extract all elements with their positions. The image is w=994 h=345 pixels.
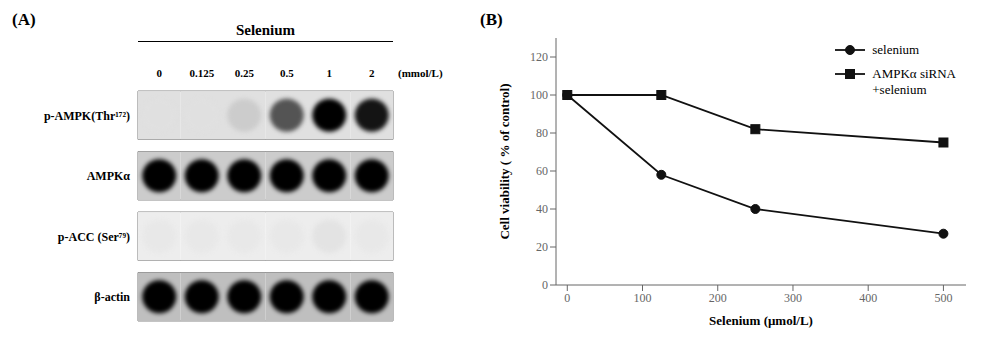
svg-text:120: 120 — [530, 50, 548, 64]
svg-text:1: 1 — [327, 67, 333, 79]
svg-text:20: 20 — [536, 240, 548, 254]
svg-text:Selenium (μmol/L): Selenium (μmol/L) — [709, 313, 813, 328]
svg-text:300: 300 — [784, 291, 802, 305]
svg-text:0: 0 — [542, 278, 548, 292]
svg-text:0.25: 0.25 — [235, 67, 255, 79]
svg-text:0: 0 — [564, 291, 570, 305]
svg-text:100: 100 — [530, 88, 548, 102]
svg-text:200: 200 — [709, 291, 727, 305]
svg-text:2: 2 — [369, 67, 375, 79]
svg-text:0.125: 0.125 — [189, 67, 214, 79]
svg-text:p-AMPK(Thr¹⁷²): p-AMPK(Thr¹⁷²) — [44, 109, 130, 123]
svg-text:AMPKα: AMPKα — [87, 169, 131, 183]
html-text:selenium: selenium — [872, 42, 920, 57]
html-text:(A): (A) — [12, 10, 36, 29]
svg-text:80: 80 — [536, 126, 548, 140]
svg-text:Cell viability ( % of control): Cell viability ( % of control) — [497, 83, 512, 239]
html-text:AMPKα siRNA +selenium: AMPKα siRNA +selenium — [872, 66, 956, 97]
svg-text:p-ACC (Ser⁷⁹): p-ACC (Ser⁷⁹) — [58, 230, 130, 244]
svg-text:0.5: 0.5 — [280, 67, 294, 79]
html-text:Selenium: Selenium — [235, 22, 296, 38]
svg-text:0: 0 — [157, 67, 163, 79]
svg-text:60: 60 — [536, 164, 548, 178]
svg-text:400: 400 — [859, 291, 877, 305]
svg-text:β-actin: β-actin — [94, 290, 130, 304]
svg-text:100: 100 — [634, 291, 652, 305]
svg-text:40: 40 — [536, 202, 548, 216]
svg-text:(mmol/L): (mmol/L) — [398, 67, 443, 80]
html-text:(B): (B) — [480, 10, 503, 29]
svg-text:500: 500 — [934, 291, 952, 305]
